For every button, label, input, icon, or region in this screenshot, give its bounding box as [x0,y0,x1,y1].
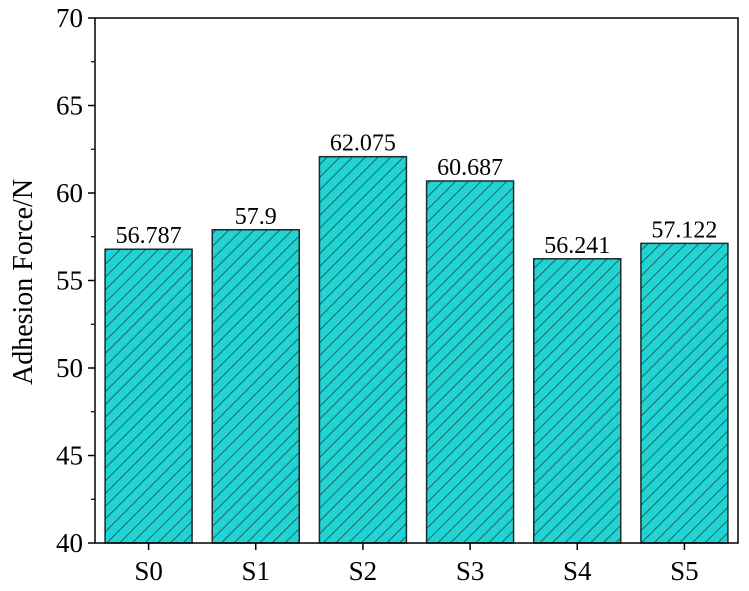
y-tick-label-60: 60 [56,178,83,208]
bar-s1 [211,229,300,544]
bar-s3 [425,180,515,544]
x-tick-label-s2: S2 [349,556,378,586]
y-tick-label-55: 55 [56,266,83,296]
bar-s0 [104,248,193,544]
data-labels: 56.787 57.9 62.075 60.687 56.241 57.122 [116,131,718,259]
x-tick-label-s3: S3 [456,556,485,586]
y-tick-label-40: 40 [56,528,83,558]
bars [104,155,729,544]
y-tick-label-65: 65 [56,91,83,121]
data-label-s3: 60.687 [437,155,503,181]
x-tick-label-s4: S4 [563,556,592,586]
bar-s5 [640,242,729,544]
axes: S0 S1 S2 S3 S4 S5 40 45 50 55 60 65 70 [56,3,739,586]
data-label-s5: 57.122 [651,217,717,243]
y-tick-label-70: 70 [56,3,83,33]
x-tick-label-s1: S1 [241,556,270,586]
data-label-s4: 56.241 [544,233,610,259]
y-tick-label-50: 50 [56,353,83,383]
bar-s4 [533,258,622,544]
x-tick-label-s5: S5 [670,556,699,586]
bar-s2 [318,155,408,544]
data-label-s1: 57.9 [235,204,277,230]
data-label-s2: 62.075 [330,131,396,157]
x-tick-label-s0: S0 [134,556,163,586]
y-axis-title: Adhesion Force/N [8,179,39,385]
data-label-s0: 56.787 [116,223,182,249]
y-tick-label-45: 45 [56,441,83,471]
